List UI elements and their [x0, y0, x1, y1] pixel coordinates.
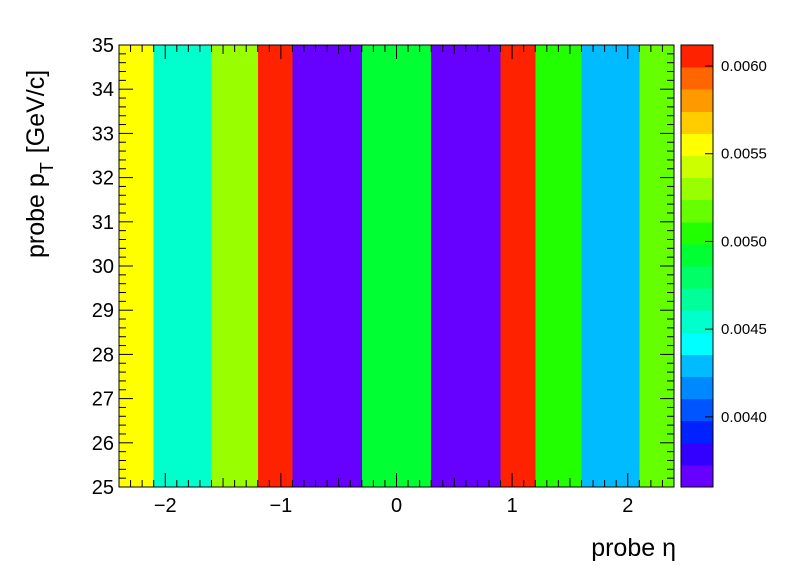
tick-labels: −2 −1 0 1 2 25 26 27 28 29 30 31 32 33 34 35 0.0040 0.004… — [92, 35, 767, 517]
heatmap-cell — [292, 45, 363, 487]
colorbar-swatch — [681, 45, 713, 68]
colorbar-swatch — [681, 111, 713, 134]
axis-ticks — [118, 44, 713, 488]
colorbar-swatch — [681, 310, 713, 333]
colorbar-swatch — [681, 155, 713, 179]
colorbar-swatch — [681, 442, 713, 466]
x-tick-label: −1 — [269, 495, 292, 517]
colorbar-swatch — [681, 288, 713, 311]
x-tick-label: −2 — [154, 495, 177, 517]
y-tick-label: 33 — [92, 123, 114, 145]
svg-text:probe pT[GeV/c]: probe pT [GeV/c] — [22, 70, 57, 258]
colorbar-frame — [680, 44, 714, 488]
y-tick-label: 25 — [92, 477, 114, 499]
colorbar-swatch — [681, 243, 713, 267]
heatmap-cell — [535, 45, 582, 487]
colorbar-swatch — [681, 376, 713, 400]
y-tick-label: 35 — [92, 35, 114, 57]
colorbar-swatch — [681, 266, 713, 289]
y-tick-label: 34 — [92, 79, 114, 101]
x-tick-label: 2 — [622, 495, 633, 517]
heatmap-cell — [581, 45, 640, 487]
colorbar-swatch — [681, 332, 713, 355]
y-axis-title: probe pT [GeV/c] — [22, 70, 57, 258]
x-tick-label: 0 — [391, 495, 402, 517]
heatmap-cell — [500, 45, 536, 487]
colorbar-swatch — [681, 177, 713, 201]
colorbar-swatch — [681, 67, 713, 90]
heatmap-cell — [211, 45, 259, 487]
colorbar — [680, 44, 714, 488]
x-tick-label: 1 — [507, 495, 518, 517]
y-axis-title-subscript: T — [37, 162, 57, 173]
heatmap-cells — [119, 45, 675, 487]
y-tick-label: 29 — [92, 300, 114, 322]
colorbar-swatch — [681, 398, 713, 422]
colorbar-tick-label: 0.0045 — [721, 321, 767, 338]
y-tick-label: 32 — [92, 168, 114, 190]
colorbar-tick-label: 0.0055 — [721, 146, 767, 163]
y-axis-title-unit: [GeV/c] — [22, 70, 50, 153]
y-tick-label: 28 — [92, 344, 114, 366]
colorbar-swatch — [681, 133, 713, 156]
y-tick-label: 31 — [92, 212, 114, 234]
x-axis-title: probe η — [591, 534, 676, 562]
y-tick-label: 26 — [92, 433, 114, 455]
colorbar-swatch — [681, 199, 713, 223]
heatmap-cell — [153, 45, 212, 487]
heatmap-cell — [257, 45, 293, 487]
colorbar-swatch — [681, 221, 713, 245]
heatmap-cell — [361, 45, 432, 487]
y-tick-label: 30 — [92, 256, 114, 278]
colorbar-tick-label: 0.0040 — [721, 409, 767, 426]
heatmap-cell — [431, 45, 502, 487]
colorbar-swatch — [681, 464, 713, 488]
colorbar-swatch — [681, 420, 713, 444]
colorbar-swatch — [681, 89, 713, 112]
colorbar-tick-label: 0.0060 — [721, 58, 767, 75]
colorbar-swatch — [681, 354, 713, 377]
y-tick-label: 27 — [92, 389, 114, 411]
colorbar-tick-label: 0.0050 — [721, 233, 767, 250]
y-axis-title-main: probe p — [22, 173, 50, 258]
